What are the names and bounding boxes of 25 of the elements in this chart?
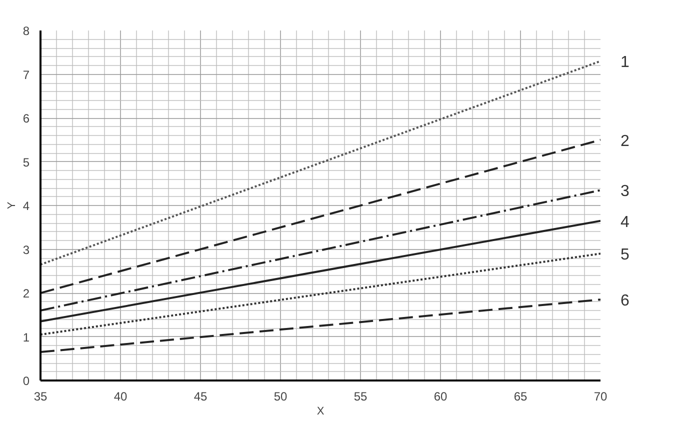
y-tick-label: 8 [22,24,30,38]
y-tick-label: 7 [22,68,30,82]
series-label: 6 [620,292,630,310]
x-tick-label: 55 [354,390,368,404]
y-axis-title: Y [6,201,18,210]
series-label: 5 [620,246,630,264]
x-tick-label: 40 [114,390,128,404]
x-tick-label: 65 [514,390,528,404]
series-label: 4 [620,214,630,231]
x-tick-label: 50 [274,390,288,404]
y-tick-label: 0 [22,374,30,388]
series-label: 3 [620,183,630,200]
series-label: 1 [620,54,630,72]
y-tick-label: 6 [22,112,30,126]
y-tick-label: 3 [22,242,30,257]
x-tick-label: 35 [34,390,48,404]
y-tick-label: 5 [22,155,30,170]
y-tick-label: 2 [22,286,30,300]
y-tick-label: 1 [22,330,30,344]
series-label: 2 [620,132,630,150]
x-tick-label: 60 [434,390,448,404]
x-axis-title: X [316,406,325,418]
x-tick-label: 70 [594,390,608,404]
y-tick-label: 4 [22,199,30,213]
x-tick-label: 45 [194,390,208,404]
